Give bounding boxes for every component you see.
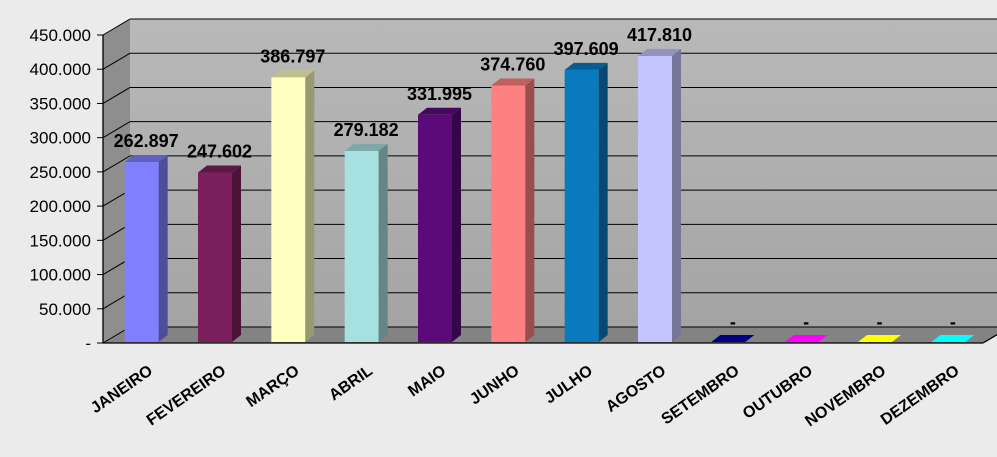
bar-julho	[564, 69, 599, 342]
bar-top	[638, 49, 681, 57]
bar-fevereiro	[198, 172, 232, 342]
y-tick-label: -	[85, 334, 91, 353]
y-tick-label: 450.000	[30, 26, 91, 45]
bar-side	[452, 107, 461, 342]
data-label: 374.760	[480, 54, 545, 74]
bar-side	[158, 155, 168, 342]
bar-top	[418, 107, 461, 115]
y-tick-label: 50.000	[39, 300, 91, 319]
gridline-side	[102, 18, 131, 36]
data-label: 331.995	[407, 84, 472, 104]
data-label: -	[730, 312, 736, 332]
data-label: 247.602	[187, 142, 252, 162]
bar-abril	[344, 150, 379, 342]
bar-top	[198, 165, 241, 173]
bar-novembro	[858, 335, 901, 342]
bar-outubro	[784, 335, 828, 342]
y-tick-label: 100.000	[30, 266, 91, 285]
bar-side	[598, 62, 608, 342]
bar-side	[305, 70, 315, 342]
bar-top	[271, 70, 315, 78]
bar-side	[378, 143, 388, 342]
y-tick-label: 250.000	[30, 163, 91, 182]
data-label: 417.810	[627, 25, 692, 45]
y-tick-label: 150.000	[30, 231, 91, 250]
bar-top	[491, 78, 535, 86]
bar-agosto	[638, 56, 672, 343]
gridline-side	[102, 52, 131, 70]
bar-junho	[491, 85, 526, 343]
gridline-side	[102, 155, 131, 173]
data-label: -	[950, 312, 956, 332]
bar-março	[271, 77, 306, 342]
gridline-side	[102, 121, 131, 139]
y-tick-label: 350.000	[30, 94, 91, 113]
data-label: -	[803, 312, 809, 332]
bar-maio	[418, 114, 452, 342]
data-label: 397.609	[554, 39, 619, 59]
floor	[103, 327, 997, 343]
gridline-side	[102, 87, 131, 104]
bar-janeiro	[124, 162, 159, 342]
data-label: -	[877, 312, 883, 332]
data-label: 386.797	[260, 46, 325, 66]
y-tick-label: 300.000	[30, 129, 91, 148]
y-tick-label: 200.000	[30, 197, 91, 216]
bar-dezembro	[931, 335, 975, 342]
bar-side	[232, 165, 241, 342]
bar-setembro	[711, 335, 755, 342]
y-tick-label: 400.000	[30, 60, 91, 79]
data-label: 279.182	[334, 120, 399, 140]
data-label: 262.897	[114, 131, 179, 151]
bar-side	[672, 49, 681, 343]
bar-top	[124, 155, 168, 163]
bar-side	[525, 78, 535, 343]
bar-top	[564, 62, 608, 70]
bar-top	[344, 143, 388, 151]
